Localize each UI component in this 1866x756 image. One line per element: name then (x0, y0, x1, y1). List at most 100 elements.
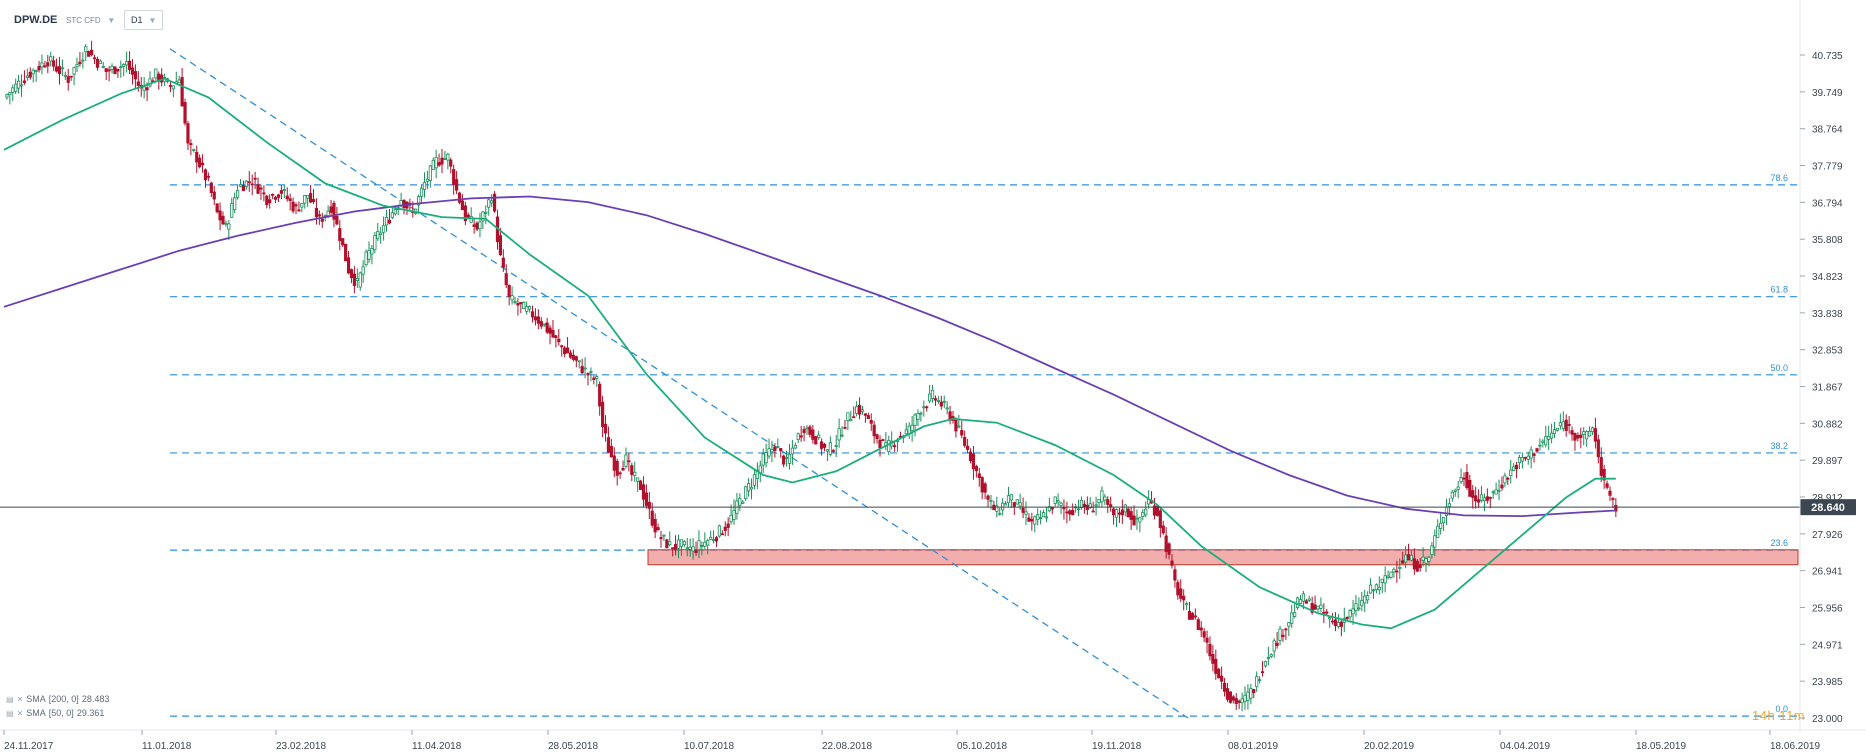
candle-body (1062, 507, 1066, 510)
candle-body (14, 83, 18, 92)
y-tick-label: 25.956 (1812, 603, 1843, 614)
candle-body (1474, 495, 1478, 502)
candle-body (933, 398, 938, 401)
close-icon[interactable]: ✕ (16, 694, 24, 704)
candle-body (796, 433, 800, 440)
fib-level-label: 0.0 (1775, 704, 1788, 714)
y-tick-label: 31.867 (1812, 383, 1843, 394)
legend-label: SMA (26, 694, 46, 704)
candle-body (1459, 477, 1463, 483)
candle-body (218, 210, 222, 221)
sma50-line (3, 77, 1616, 630)
timeframe-selector[interactable]: D1 ▼ (124, 10, 164, 30)
candle-body (980, 477, 984, 493)
candle-body (641, 484, 646, 500)
instrument-type-selector[interactable]: STC CFD ▼ (66, 10, 115, 30)
close-icon[interactable]: ✕ (16, 708, 24, 718)
candle-body (966, 445, 970, 450)
legend-label: SMA (26, 708, 46, 718)
candle-body (1462, 477, 1466, 480)
candle-body (227, 223, 231, 230)
candle-body (320, 218, 324, 222)
candle-body (265, 195, 269, 206)
candle-body (557, 338, 561, 343)
candle-body (346, 257, 351, 274)
candle-body (1275, 642, 1279, 646)
candle-body (498, 235, 503, 256)
candle-body (1120, 509, 1124, 516)
candle-body (1287, 622, 1291, 627)
candle-body (60, 67, 65, 70)
candle-body (314, 207, 319, 218)
candle-body (57, 66, 62, 75)
candle-body (1100, 490, 1104, 503)
candle-body (638, 480, 643, 490)
legend-sma50[interactable]: ▤ ✕ SMA [50, 0] 29.361 (6, 708, 104, 718)
candle-body (776, 446, 780, 448)
candle-body (703, 541, 707, 547)
candle-body (475, 222, 479, 230)
candle-body (1144, 508, 1148, 516)
candle-body (297, 209, 301, 212)
candle-body (241, 185, 246, 192)
y-tick-label: 35.808 (1812, 235, 1843, 246)
candle-body (928, 393, 932, 402)
candle-body (767, 448, 771, 457)
symbol-label[interactable]: DPW.DE (14, 14, 58, 26)
candle-body (1041, 512, 1046, 518)
candle-body (1015, 499, 1019, 505)
candle-body (1018, 502, 1022, 507)
candle-body (1091, 510, 1095, 513)
candle-body (811, 429, 815, 440)
settings-icon[interactable]: ▤ (6, 694, 14, 704)
candle-body (563, 347, 567, 355)
candle-body (206, 175, 210, 178)
candle-body (1056, 500, 1060, 503)
candle-body (136, 81, 140, 86)
candle-body (349, 269, 354, 279)
candle-body (1482, 497, 1487, 502)
x-tick-label: 04.04.2019 (1500, 741, 1550, 752)
settings-icon[interactable]: ▤ (6, 708, 14, 718)
candle-body (606, 437, 611, 453)
candle-body (52, 60, 56, 67)
candle-body (1596, 439, 1600, 458)
candle-body (1509, 469, 1513, 477)
candle-body (238, 184, 243, 187)
y-tick-label: 32.853 (1812, 346, 1843, 357)
candle-body (1252, 689, 1256, 694)
candle-body (674, 543, 678, 550)
candle-body (66, 76, 70, 83)
candle-body (1336, 622, 1341, 627)
candle-body (875, 434, 879, 440)
candle-body (1412, 558, 1416, 570)
candle-body (104, 68, 108, 72)
candle-body (308, 193, 313, 203)
candle-body (344, 243, 348, 262)
candle-body (1231, 696, 1235, 701)
candle-body (507, 284, 511, 298)
legend-sma200[interactable]: ▤ ✕ SMA [200, 0] 28.483 (6, 694, 109, 704)
candle-body (1331, 620, 1335, 623)
candle-body (1593, 428, 1597, 442)
candle-body (1047, 506, 1051, 512)
candle-body (887, 439, 891, 453)
candle-body (668, 541, 672, 546)
candle-body (1307, 598, 1311, 601)
candle-body (84, 46, 88, 53)
candle-body (428, 165, 432, 181)
candle-body (253, 177, 257, 180)
x-tick-label: 18.06.2019 (1770, 741, 1820, 752)
candle-body (472, 224, 476, 227)
fib-level-label: 23.6 (1770, 538, 1788, 548)
candle-body (417, 196, 421, 206)
candle-body (571, 354, 576, 360)
candle-body (1065, 511, 1069, 514)
candle-body (1497, 489, 1501, 492)
y-tick-label: 24.971 (1812, 640, 1843, 651)
candle-body (533, 316, 538, 321)
candle-body (119, 66, 123, 69)
candle-body (1246, 691, 1250, 701)
